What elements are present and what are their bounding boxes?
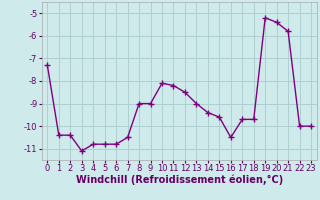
X-axis label: Windchill (Refroidissement éolien,°C): Windchill (Refroidissement éolien,°C) [76,175,283,185]
